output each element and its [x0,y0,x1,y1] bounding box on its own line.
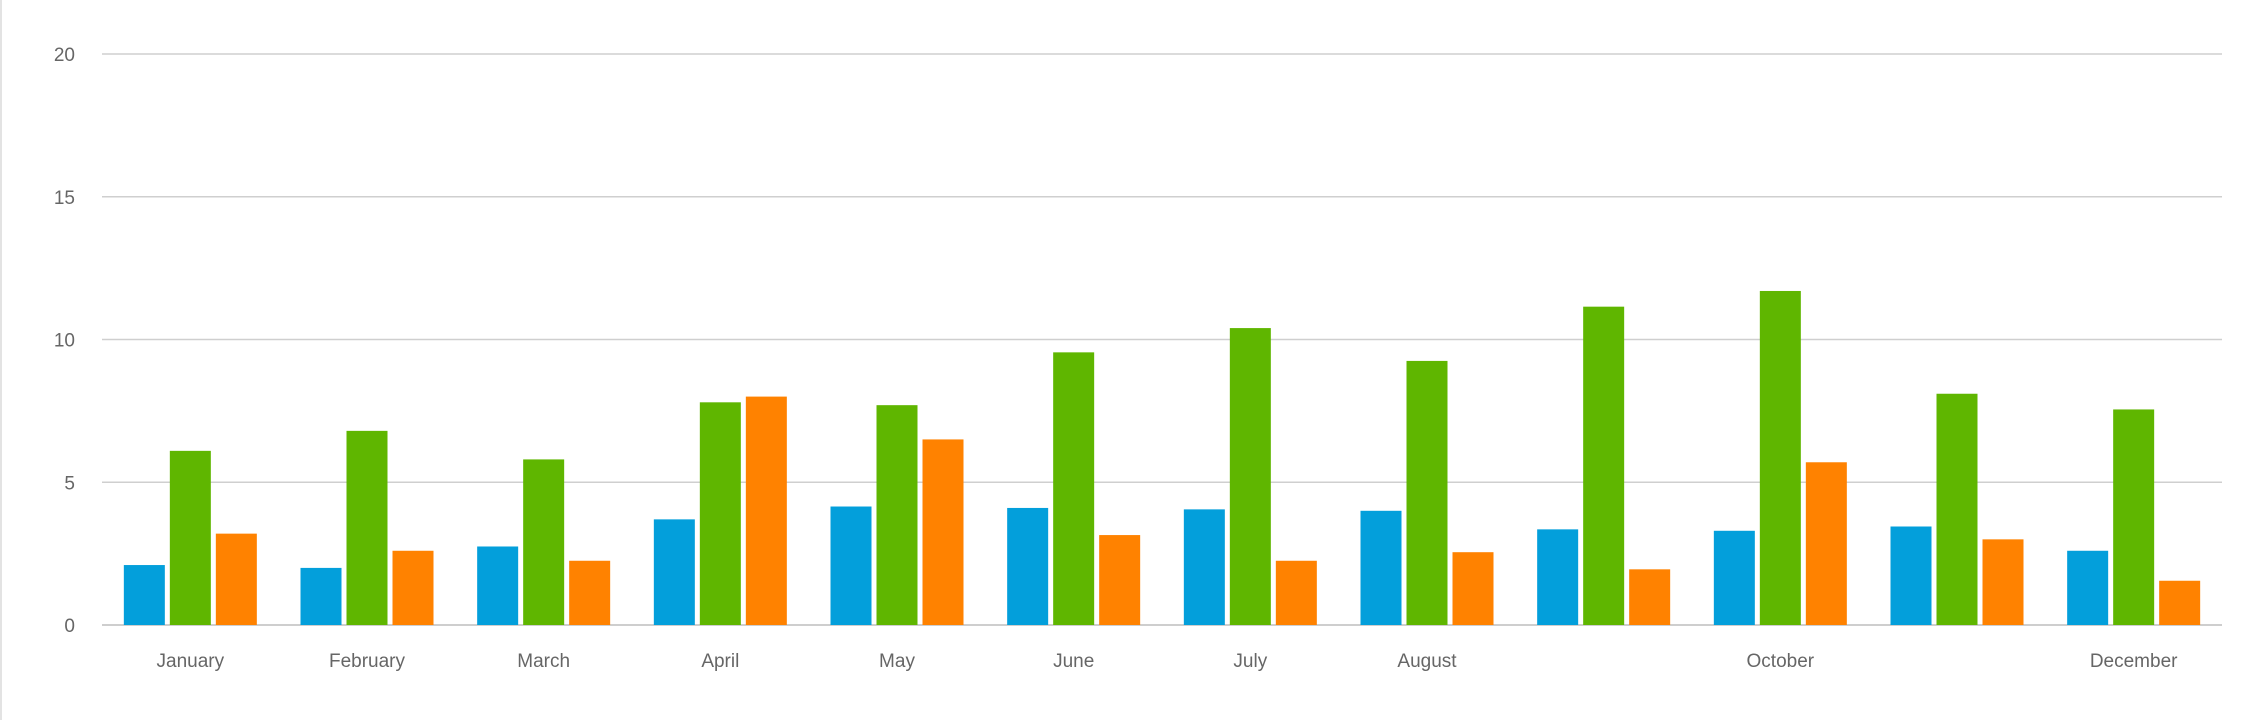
bar-may-series-3 [922,439,964,625]
x-tick-label: May [879,651,915,672]
bar-may-series-1 [830,506,872,625]
bar-month-11-series-2 [1936,393,1978,625]
x-tick-label: June [1053,651,1094,672]
x-tick-label: October [1747,651,1815,672]
bar-february-series-1 [300,567,342,625]
left-border [0,0,2,720]
y-tick-label: 15 [54,188,75,209]
x-tick-label: December [2090,651,2178,672]
bar-june-series-1 [1007,507,1049,625]
y-axis-ticks: 0 5 10 15 20 [54,45,75,637]
bar-january-series-2 [169,450,211,625]
bar-january-series-3 [215,533,257,625]
bar-may-series-2 [876,405,918,625]
bar-december-series-1 [2067,550,2109,625]
bar-march-series-2 [523,459,565,625]
bar-april-series-1 [653,519,695,625]
bar-july-series-2 [1229,328,1271,625]
bar-july-series-1 [1183,509,1225,625]
bar-april-series-3 [745,396,787,625]
bar-march-series-1 [477,546,519,625]
bar-october-series-2 [1759,290,1801,625]
bar-february-series-2 [346,430,388,625]
bar-month-9-series-1 [1537,529,1579,625]
bar-month-11-series-1 [1890,526,1932,625]
bars [123,290,2201,625]
bar-january-series-1 [123,565,165,625]
gridlines [102,53,2222,626]
x-tick-label: February [329,651,406,672]
bar-month-11-series-3 [1982,539,2024,625]
x-tick-label: July [1233,651,1267,672]
x-tick-label: January [157,651,225,672]
bar-february-series-3 [392,550,434,625]
x-axis-labels: January February March April May June July Augu… [157,651,2179,672]
bar-december-series-2 [2113,409,2155,625]
y-tick-label: 10 [54,331,75,352]
bar-august-series-1 [1360,510,1402,625]
bar-august-series-2 [1406,360,1448,625]
bar-june-series-2 [1053,352,1095,625]
bar-october-series-3 [1805,462,1847,625]
bar-month-9-series-2 [1583,306,1625,625]
bar-april-series-2 [699,402,741,625]
bar-october-series-1 [1713,530,1755,625]
bar-august-series-3 [1452,552,1494,625]
y-tick-label: 20 [54,45,75,66]
bar-july-series-3 [1275,560,1317,625]
bar-june-series-3 [1099,535,1141,625]
x-tick-label: April [701,651,739,672]
x-tick-label: March [517,651,570,672]
y-tick-label: 0 [64,616,75,637]
bar-month-9-series-3 [1629,569,1671,625]
y-tick-label: 5 [64,473,75,494]
x-tick-label: August [1397,651,1457,672]
bar-december-series-3 [2159,580,2201,625]
bar-march-series-3 [569,560,611,625]
